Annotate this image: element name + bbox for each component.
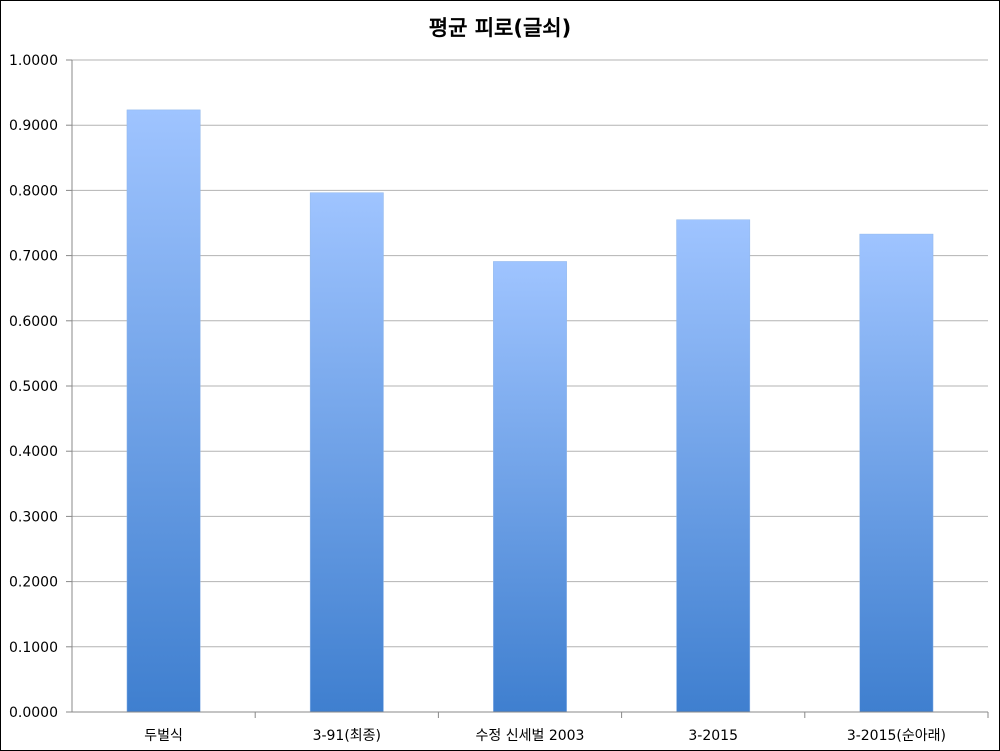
axes [71,60,989,718]
bar [126,109,201,713]
x-tick-label: 두벌식 [144,728,183,744]
y-tick-label: 0.9000 [9,118,58,134]
bars [126,109,934,713]
y-tick-label: 0.1000 [9,640,58,656]
y-tick-label: 0.4000 [9,444,58,460]
y-tick-label: 0.6000 [9,314,58,330]
y-tick-label: 0.5000 [9,379,58,395]
y-tick-label: 0.8000 [9,183,58,199]
x-tick-label: 3-2015(순아래) [847,728,946,744]
x-tick-label: 수정 신세벌 2003 [476,728,585,744]
y-tick-label: 0.2000 [9,575,58,591]
tick-labels: 0.0000 0.1000 0.2000 0.3000 0.4000 0.5000 0.60… [9,53,946,744]
bar [859,233,934,713]
x-tick-label: 3-2015 [688,728,738,744]
bar [309,192,384,713]
bar [493,261,567,713]
x-tick-label: 3-91(최종) [313,728,381,744]
bar [676,219,751,713]
y-tick-label: 0.7000 [9,249,58,265]
y-tick-label: 0.0000 [9,705,58,721]
y-tick-label: 1.0000 [9,53,58,69]
chart-title: 평균 피로(글쇠) [428,16,572,40]
y-tick-label: 0.3000 [9,509,58,525]
